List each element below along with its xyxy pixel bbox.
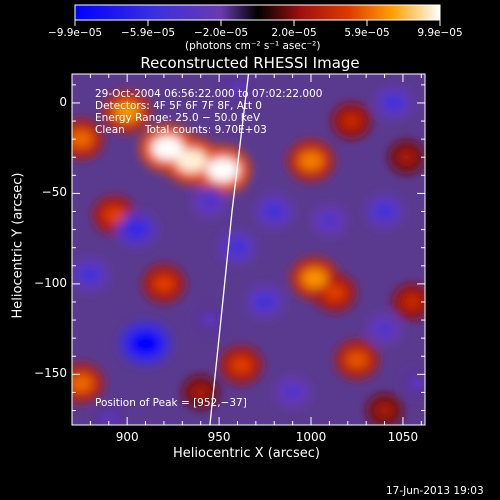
heatmap-feature bbox=[323, 284, 346, 302]
heatmap-feature bbox=[374, 321, 395, 337]
heatmap-feature bbox=[200, 312, 219, 328]
heatmap-feature bbox=[129, 331, 162, 356]
axis-ticks bbox=[72, 74, 425, 425]
heatmap-feature bbox=[79, 266, 102, 284]
heatmap-feature bbox=[103, 206, 126, 224]
x-tick-label: 950 bbox=[207, 430, 231, 444]
heatmap-feature bbox=[253, 293, 277, 311]
heatmap-feature bbox=[228, 81, 247, 96]
heatmap-feature bbox=[199, 194, 220, 211]
heatmap-feature bbox=[345, 350, 369, 369]
heatmap-feature bbox=[402, 294, 423, 310]
heatmap-feature bbox=[99, 412, 118, 425]
heatmap-feature bbox=[191, 385, 210, 400]
x-tick-label: 1000 bbox=[295, 430, 327, 444]
colorbar-tick-label: −9.9e−05 bbox=[47, 27, 103, 39]
x-tick-label: 900 bbox=[115, 430, 139, 444]
plot-frame bbox=[71, 73, 426, 426]
heatmap-feature bbox=[319, 212, 340, 229]
detectors-annotation: Detectors: 4F 5F 6F 7F 8F, Att 0 bbox=[95, 100, 262, 112]
peak-position-annotation: Position of Peak = [952,−37] bbox=[95, 397, 247, 409]
chart-title: Reconstructed RHESSI Image bbox=[140, 54, 360, 72]
time-range-annotation: 29‑Oct‑2004 06:56:22.000 to 07:02:22.000 bbox=[95, 88, 323, 100]
heatmap-feature bbox=[206, 157, 239, 182]
heatmap-feature bbox=[397, 150, 416, 165]
heatmap-feature bbox=[373, 202, 396, 221]
heatmap-feature bbox=[382, 94, 405, 112]
colorbar-tick-label: 2.0e−05 bbox=[271, 27, 317, 39]
heatmap-feature bbox=[152, 275, 175, 293]
heatmap-feature bbox=[124, 220, 149, 239]
colorbar-tick-label: 5.9e−05 bbox=[344, 27, 390, 39]
y-tick-label: −150 bbox=[34, 366, 67, 381]
footer-timestamp: 17‑Jun‑2013 19:03 bbox=[386, 485, 484, 497]
heatmap-feature bbox=[263, 202, 286, 221]
colorbar-units: (photons cm⁻² s⁻¹ asec⁻²) bbox=[185, 40, 321, 52]
heatmap-feature bbox=[282, 384, 303, 401]
heatmap-feature bbox=[408, 376, 425, 391]
heatmap-feature bbox=[72, 129, 94, 149]
x-axis-label: Heliocentric X (arcsec) bbox=[173, 446, 320, 461]
solar-limb-line bbox=[209, 74, 250, 425]
colorbar-tick-label: −5.9e−05 bbox=[120, 27, 176, 39]
heatmap-feature bbox=[341, 113, 362, 129]
heatmap-feature bbox=[298, 151, 324, 171]
heatmap-feature bbox=[114, 102, 141, 122]
colorbar-tick-label: −2.0e−05 bbox=[193, 27, 249, 39]
heatmap-image bbox=[72, 74, 425, 425]
y-tick-label: −100 bbox=[34, 275, 67, 290]
heatmap-feature bbox=[72, 374, 94, 393]
colorbar-tick-label: 9.9e−05 bbox=[417, 27, 463, 39]
heatmap-feature bbox=[226, 239, 249, 257]
clean-annotation: Clean Total counts: 9.70E+03 bbox=[95, 124, 267, 136]
colorbar-ticks bbox=[74, 20, 441, 26]
heatmap-feature bbox=[175, 149, 208, 173]
energy-annotation: Energy Range: 25.0 − 50.0 keV bbox=[95, 112, 261, 124]
heatmap-feature bbox=[151, 136, 184, 161]
heatmap-feature bbox=[230, 356, 253, 374]
heatmap-feature bbox=[375, 403, 394, 418]
heatmap-feature bbox=[301, 268, 328, 289]
colorbar bbox=[74, 4, 441, 21]
y-tick-label: 0 bbox=[59, 94, 67, 109]
x-tick-label: 1050 bbox=[387, 430, 419, 444]
y-tick-label: −50 bbox=[41, 185, 67, 200]
y-axis-label: Heliocentric Y (arcsec) bbox=[10, 172, 26, 319]
